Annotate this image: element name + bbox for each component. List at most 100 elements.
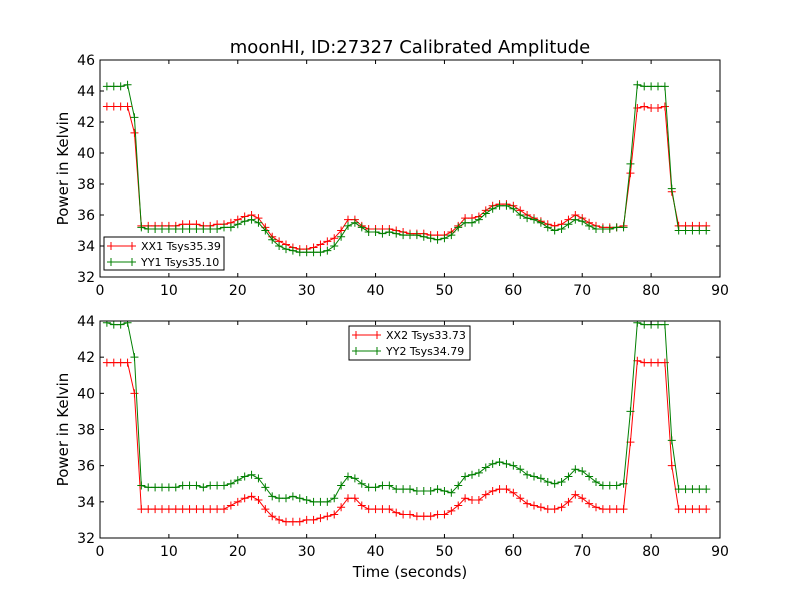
data-point <box>164 483 173 492</box>
data-point <box>419 512 428 521</box>
data-point <box>151 483 160 492</box>
data-point <box>247 470 256 479</box>
data-point <box>178 481 187 490</box>
data-point <box>364 505 373 514</box>
data-point <box>516 211 525 219</box>
data-point <box>350 218 359 227</box>
x-tick-label: 40 <box>367 283 385 299</box>
data-point <box>392 508 401 517</box>
data-point <box>254 474 263 483</box>
data-point <box>151 505 160 514</box>
data-point <box>102 102 111 111</box>
data-point <box>178 224 187 233</box>
legend-marker <box>373 331 381 339</box>
data-point <box>406 485 414 494</box>
data-point <box>123 321 132 327</box>
legend-label: XX1 Tsys35.39 <box>141 240 221 253</box>
data-point <box>109 82 118 91</box>
data-point <box>199 483 208 492</box>
data-point <box>357 501 366 510</box>
data-point <box>102 82 111 91</box>
data-point <box>123 102 132 111</box>
data-point <box>282 245 290 254</box>
data-point <box>171 483 180 492</box>
data-point <box>226 501 235 510</box>
data-point <box>192 224 201 233</box>
data-point <box>316 240 325 249</box>
data-point <box>578 494 587 503</box>
data-point <box>102 358 111 367</box>
data-point <box>233 497 242 506</box>
data-point <box>612 481 621 490</box>
data-point <box>557 503 566 512</box>
data-point <box>592 503 600 512</box>
legend-marker <box>373 347 381 355</box>
data-point <box>226 479 235 488</box>
data-point <box>640 321 649 329</box>
data-point <box>509 461 518 470</box>
y-tick-label: 40 <box>77 386 95 402</box>
x-tick-label: 90 <box>711 544 729 560</box>
data-point <box>350 494 359 503</box>
y-tick-label: 34 <box>77 239 95 255</box>
data-point <box>626 169 635 178</box>
data-point <box>468 470 476 479</box>
data-point <box>488 459 497 468</box>
data-point <box>164 224 173 233</box>
data-point <box>633 80 642 89</box>
data-point <box>695 226 704 235</box>
data-point <box>337 232 346 241</box>
data-point <box>674 226 683 235</box>
legend-label: YY1 Tsys35.10 <box>140 256 219 269</box>
data-point <box>295 248 304 257</box>
data-point <box>261 483 270 492</box>
data-point <box>130 113 139 122</box>
data-point <box>564 220 573 229</box>
y-tick-label: 34 <box>77 495 95 511</box>
data-point <box>660 321 669 329</box>
data-point <box>454 223 463 232</box>
data-point <box>640 358 649 367</box>
x-tick-label: 30 <box>298 283 316 299</box>
y-tick-label: 40 <box>77 146 95 162</box>
data-point <box>550 479 559 488</box>
data-point <box>647 82 656 91</box>
data-point <box>447 506 456 515</box>
data-point <box>192 481 201 490</box>
legend-marker <box>128 242 136 250</box>
data-point <box>695 505 704 514</box>
data-point <box>550 505 559 514</box>
data-point <box>316 497 325 506</box>
data-point <box>605 224 614 233</box>
data-point <box>647 104 656 113</box>
data-point <box>640 102 649 111</box>
data-point <box>399 510 408 519</box>
y-axis-label: Power in Kelvin <box>54 112 72 226</box>
data-point <box>268 512 277 521</box>
data-point <box>137 505 146 514</box>
data-point <box>585 472 594 481</box>
bottom-panel: 0 10 20 30 40 50 60 70 80 90 32 34 36 38 40 42 44 Power i… <box>54 314 729 560</box>
data-point <box>344 221 352 230</box>
legend: XX2 Tsys33.73 YY2 Tsys34.79 <box>348 325 471 361</box>
data-point <box>598 505 607 514</box>
data-point <box>316 248 325 257</box>
data-point <box>275 494 284 503</box>
data-point <box>309 515 318 524</box>
data-point <box>385 481 394 490</box>
legend-marker <box>107 258 115 266</box>
data-point <box>130 389 139 398</box>
data-point <box>213 481 222 490</box>
data-point <box>330 234 339 243</box>
data-point <box>316 514 325 523</box>
data-point <box>254 218 263 227</box>
data-point <box>295 494 304 503</box>
data-point <box>268 235 277 244</box>
data-point <box>447 488 456 497</box>
data-point <box>288 492 297 501</box>
data-point <box>233 476 242 485</box>
data-point <box>199 505 208 514</box>
data-point <box>598 224 607 233</box>
data-point <box>481 209 490 218</box>
data-point <box>626 407 635 416</box>
